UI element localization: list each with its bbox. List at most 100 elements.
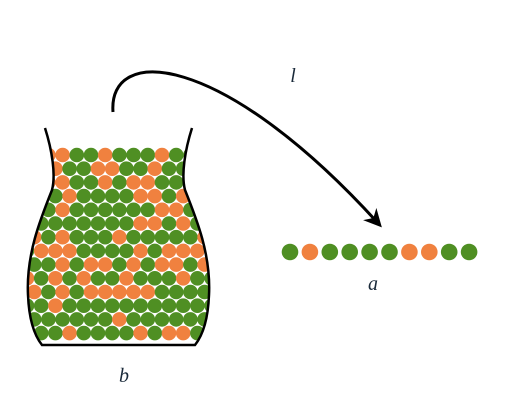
row-label: a: [368, 273, 378, 295]
jar-ball: [76, 216, 92, 231]
jar-ball: [41, 312, 56, 327]
jar-ball: [126, 229, 141, 245]
jar-ball: [126, 175, 141, 190]
jar-ball: [112, 229, 127, 245]
jar-ball: [119, 161, 134, 176]
jar-ball: [62, 216, 77, 231]
jar-ball: [76, 298, 92, 314]
jar-ball: [83, 229, 99, 245]
jar-ball: [140, 229, 156, 245]
jar-ball: [69, 175, 85, 190]
jar-ball: [140, 312, 156, 327]
jar-ball: [204, 271, 210, 286]
jar-ball: [112, 147, 127, 163]
jar-ball: [33, 298, 49, 314]
jar-ball: [168, 312, 184, 327]
row-ball: [321, 243, 339, 261]
jar-ball: [48, 216, 63, 231]
jar-ball: [62, 243, 77, 259]
row-ball: [440, 243, 458, 261]
jar-ball: [69, 312, 85, 327]
jar-ball: [133, 298, 148, 314]
jar-ball: [62, 161, 77, 176]
jar-ball: [112, 257, 127, 272]
jar-ball: [83, 202, 99, 218]
jar-ball: [104, 243, 120, 259]
jar-ball: [147, 243, 163, 259]
jar-ball: [133, 216, 148, 231]
jar-ball: [147, 325, 163, 341]
jar-ball: [55, 284, 70, 300]
jar-ball: [161, 271, 177, 286]
jar-ball: [112, 284, 127, 300]
jar-ball: [69, 147, 85, 163]
jar-ball: [13, 203, 28, 218]
row-ball: [341, 243, 359, 261]
jar-ball: [168, 229, 184, 245]
jar-ball: [41, 284, 56, 300]
jar-outline: [26, 127, 211, 347]
jar-ball: [133, 325, 148, 341]
jar-ball: [90, 298, 106, 314]
jar-ball: [126, 284, 141, 300]
jar-ball: [183, 312, 198, 327]
row-ball: [361, 243, 378, 261]
jar-ball: [55, 175, 70, 190]
jar-ball: [90, 216, 106, 231]
jar-ball: [119, 216, 134, 231]
jar-ball: [197, 257, 210, 272]
jar-ball: [147, 161, 163, 176]
jar-label: b: [119, 365, 129, 387]
jar-ball: [90, 325, 106, 341]
jar-ball: [104, 271, 120, 286]
jar-ball: [119, 325, 134, 341]
jar-ball: [13, 257, 28, 272]
jar-ball: [48, 271, 63, 286]
jar-ball: [27, 216, 35, 231]
jar-ball: [97, 147, 113, 163]
jar-ball: [154, 175, 170, 190]
jar-ball: [13, 285, 28, 300]
jar-ball: [112, 175, 127, 190]
jar-ball: [133, 271, 148, 286]
jar-ball: [154, 147, 170, 163]
jar-ball: [119, 271, 134, 286]
jar-ball: [119, 243, 134, 259]
jar-ball: [197, 202, 210, 218]
jar-ball: [140, 284, 156, 300]
jar-ball: [175, 298, 191, 314]
jar-ball: [204, 188, 210, 204]
jar-ball: [204, 325, 210, 341]
jar-ball: [161, 298, 177, 314]
jar-ball: [161, 161, 177, 176]
jar-ball: [90, 188, 106, 204]
jar-ball: [161, 243, 177, 259]
jar-ball: [168, 257, 184, 272]
jar-ball: [168, 147, 184, 163]
jar-ball: [197, 175, 210, 190]
jar-ball: [126, 202, 141, 218]
jar-ball: [147, 298, 163, 314]
jar-ball: [97, 312, 113, 327]
jar-ball: [90, 243, 106, 259]
jar-ball: [168, 175, 184, 190]
jar-ball: [55, 257, 70, 272]
jar-ball: [140, 257, 156, 272]
jar-ball: [55, 229, 70, 245]
jar-ball: [161, 216, 177, 231]
jar-ball: [212, 257, 227, 272]
jar-ball: [83, 175, 99, 190]
jar-ball: [183, 229, 198, 245]
jar-ball: [190, 271, 205, 286]
jar-ball: [140, 202, 156, 218]
jar-ball: [147, 271, 163, 286]
jar-ball: [212, 285, 227, 300]
jar-ball: [62, 271, 77, 286]
jar-ball: [13, 230, 28, 245]
jar-ball: [104, 161, 120, 176]
jar-ball: [76, 161, 92, 176]
jar-ball: [212, 230, 227, 245]
jar-ball: [83, 312, 99, 327]
jar-ball: [27, 271, 35, 286]
